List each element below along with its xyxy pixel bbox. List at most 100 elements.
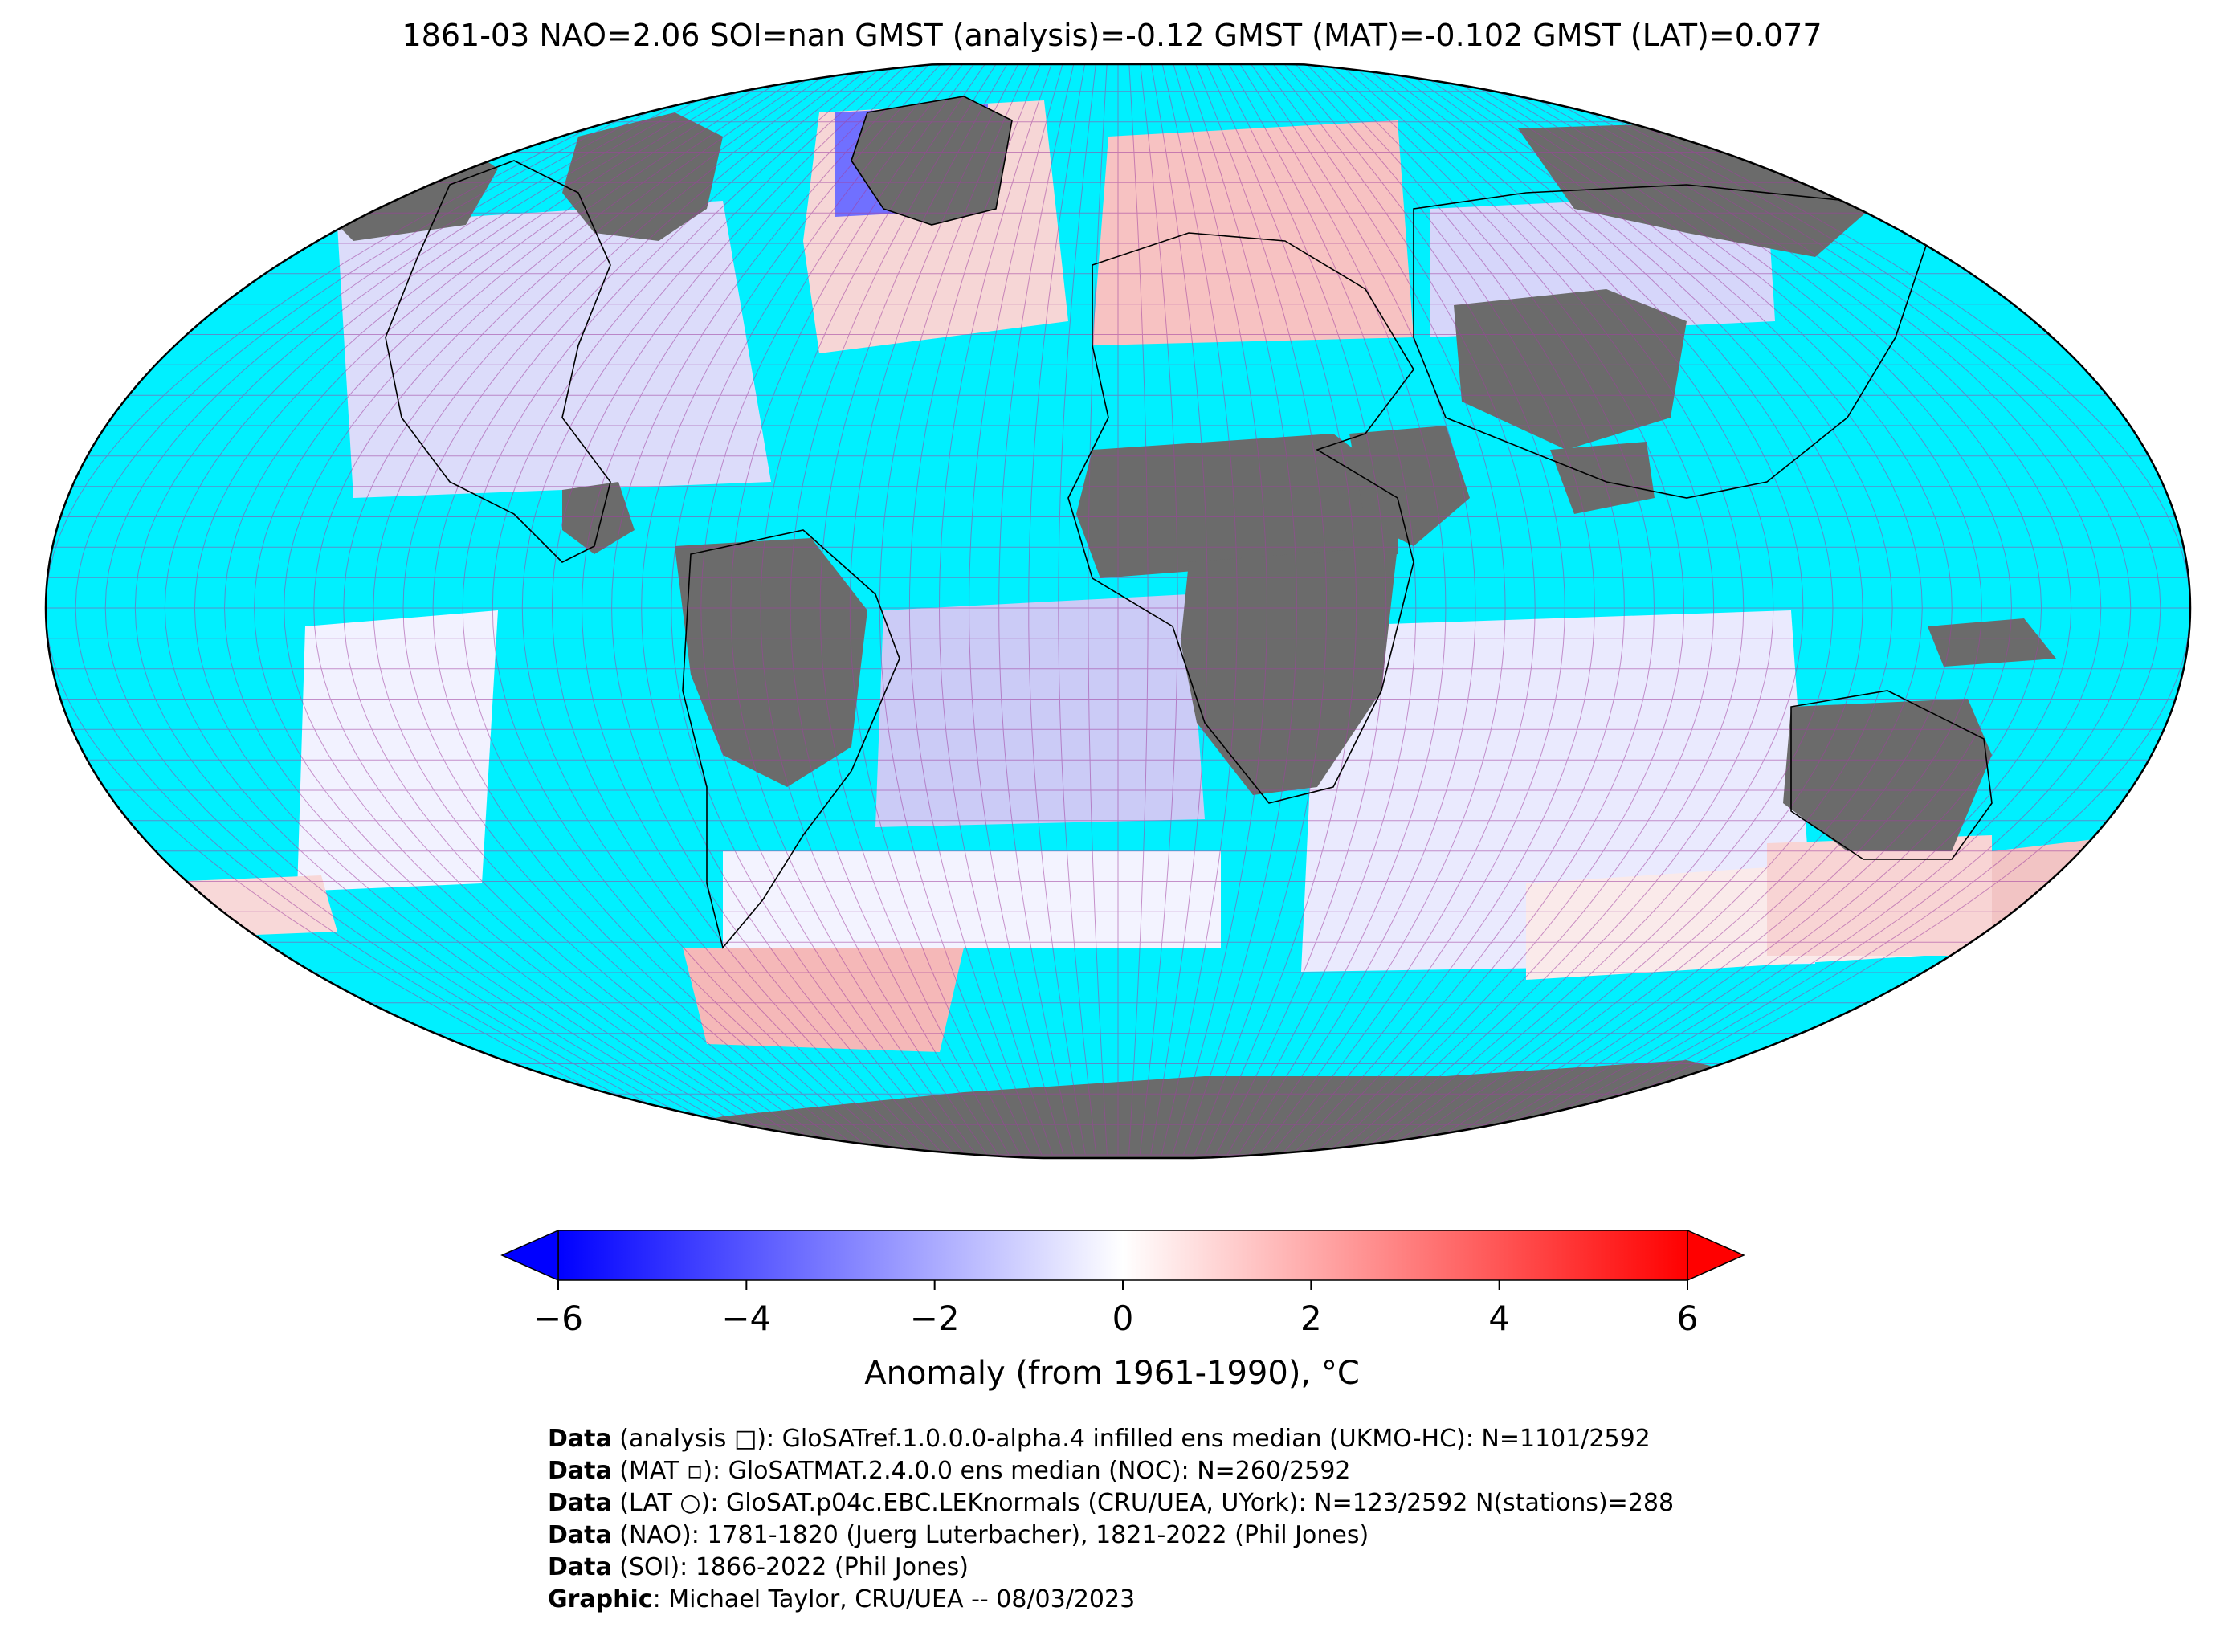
meridian-line	[938, 64, 1053, 1156]
anomaly-region-southeast-pacific	[129, 875, 337, 940]
meridian-line	[1270, 64, 1536, 1156]
meridian-line	[1058, 64, 1097, 1156]
meridian-line	[969, 64, 1064, 1156]
land-india-east	[1550, 442, 1655, 514]
meridian-line	[641, 64, 945, 1156]
colorbar-gradient	[557, 1230, 1688, 1281]
map-boundary	[44, 63, 2192, 1160]
meridian-line	[1205, 64, 1357, 1156]
credit-line: Graphic: Michael Taylor, CRU/UEA -- 08/0…	[548, 1585, 1136, 1613]
meridian-line	[1314, 64, 1655, 1156]
credit-line: Data (analysis □): GloSATref.1.0.0.0-alp…	[548, 1425, 1651, 1453]
meridian-line	[1324, 64, 1685, 1156]
meridian-line	[1183, 64, 1298, 1156]
meridian-line	[760, 64, 988, 1156]
colorbar-tick-label: 2	[1300, 1299, 1322, 1338]
meridian-line	[1292, 64, 1595, 1156]
meridian-line	[104, 64, 748, 1156]
colorbar: −6 −4 −2 0 2 4 6	[500, 1229, 1745, 1338]
meridian-line	[402, 64, 857, 1156]
land-sahara	[1076, 434, 1398, 578]
anomaly-region-north-america	[337, 201, 771, 498]
meridian-line	[1237, 64, 1447, 1156]
meridian-line	[908, 64, 1043, 1156]
land-new-guinea	[1928, 618, 2056, 667]
colorbar-tick-label: 6	[1677, 1299, 1699, 1338]
meridian-line	[1488, 64, 2132, 1156]
meridian-line	[819, 64, 1010, 1156]
coastlines	[385, 96, 1993, 949]
meridian-line	[1510, 64, 2190, 1156]
coastline	[1413, 184, 1928, 499]
credit-line: Data (NAO): 1781-1820 (Juerg Luterbacher…	[548, 1521, 1369, 1549]
meridian-line	[1499, 64, 2161, 1156]
meridian-line	[164, 64, 769, 1156]
meridian-line	[1467, 64, 2072, 1156]
meridian-line	[1401, 64, 1893, 1156]
meridian-line	[521, 64, 900, 1156]
meridian-line	[1336, 64, 1715, 1156]
credits-block: Data (analysis □): GloSATref.1.0.0.0-alp…	[548, 1423, 1674, 1616]
meridian-line	[1357, 64, 1774, 1156]
meridian-line	[790, 64, 999, 1156]
meridian-line	[671, 64, 955, 1156]
meridian-line	[1128, 64, 1149, 1156]
meridian-line	[1346, 64, 1745, 1156]
meridian-line	[1226, 64, 1417, 1156]
meridian-line	[1434, 64, 1982, 1156]
anomaly-region-australia-south	[1767, 835, 1992, 956]
grid-lines	[46, 64, 2190, 1156]
meridian-line	[1150, 64, 1208, 1156]
meridian-line	[1390, 64, 1863, 1156]
coastline	[851, 96, 1013, 226]
meridian-line	[284, 64, 814, 1156]
meridian-line	[551, 64, 912, 1156]
colorbar-tick-label: 4	[1488, 1299, 1510, 1338]
land-central-america	[562, 482, 635, 554]
colorbar-extend-low	[500, 1229, 559, 1282]
colorbar-tick-label: −2	[910, 1299, 960, 1338]
meridian-line	[730, 64, 977, 1156]
meridian-line	[75, 64, 737, 1156]
land-amazon	[675, 538, 867, 787]
credit-line: Data (SOI): 1866-2022 (Phil Jones)	[548, 1553, 969, 1581]
coastline	[1790, 690, 1993, 860]
meridian-line	[432, 64, 868, 1156]
meridian-line	[1379, 64, 1834, 1156]
meridian-line	[1028, 64, 1086, 1156]
credit-line: Data (MAT ▫): GloSATMAT.2.4.0.0 ens medi…	[548, 1457, 1351, 1485]
anomaly-region-drake	[683, 948, 964, 1052]
meridian-line	[1248, 64, 1476, 1156]
meridian-line	[1281, 64, 1565, 1156]
meridian-line	[1412, 64, 1923, 1156]
colorbar-tick-label: −4	[721, 1299, 771, 1338]
anomaly-region-europe	[1092, 120, 1414, 345]
meridian-line	[1477, 64, 2102, 1156]
land-australia	[1783, 699, 1992, 851]
meridian-line	[1303, 64, 1625, 1156]
meridian-line	[581, 64, 922, 1156]
meridian-line	[1422, 64, 1953, 1156]
colorbar-extend-high	[1687, 1229, 1745, 1282]
meridian-line	[194, 64, 781, 1156]
meridian-line	[879, 64, 1031, 1156]
meridian-line	[1455, 64, 2042, 1156]
meridian-line	[313, 64, 824, 1156]
meridian-line	[1259, 64, 1506, 1156]
meridian-line	[1088, 64, 1108, 1156]
map-title: 1861-03 NAO=2.06 SOI=nan GMST (analysis)…	[402, 18, 1822, 53]
coastline	[385, 160, 611, 563]
meridian-line	[46, 64, 726, 1156]
meridian-line	[254, 64, 802, 1156]
meridian-line	[223, 64, 791, 1156]
meridian-line	[1161, 64, 1238, 1156]
colorbar-label: Anomaly (from 1961-1990), °C	[864, 1355, 1360, 1392]
meridian-line	[998, 64, 1075, 1156]
meridian-line	[611, 64, 933, 1156]
meridian-line	[1445, 64, 2013, 1156]
coastline	[682, 529, 900, 949]
land-greenland	[851, 96, 1012, 225]
land-central-asia	[1454, 289, 1687, 450]
meridian-line	[1194, 64, 1328, 1156]
